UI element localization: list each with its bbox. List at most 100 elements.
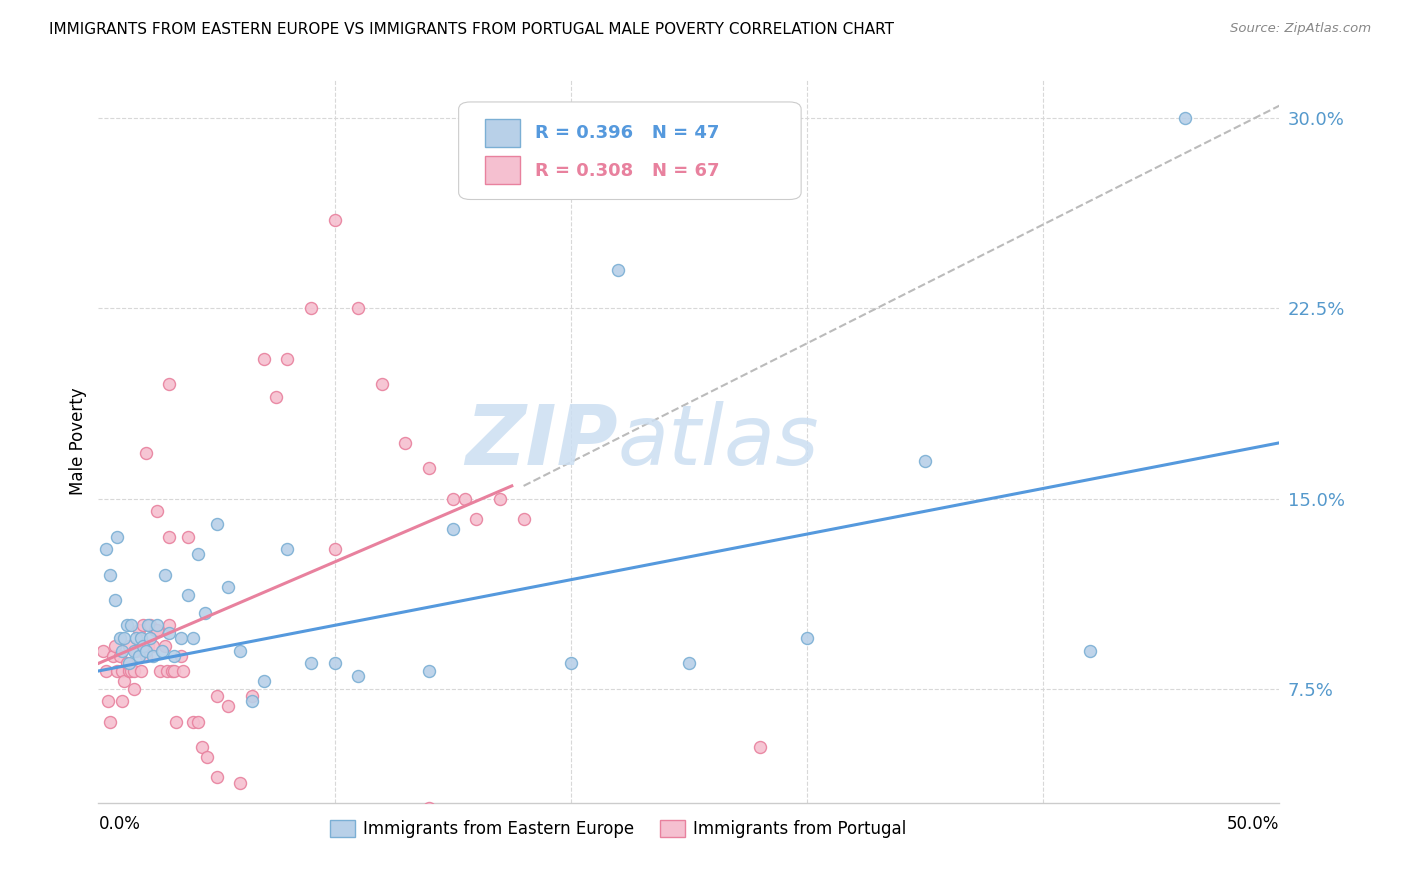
Point	[118, 657, 141, 671]
Point	[136, 618, 159, 632]
Point	[157, 377, 180, 392]
Point	[143, 624, 166, 638]
Point	[240, 694, 263, 708]
Point	[98, 714, 121, 729]
Point	[139, 631, 162, 645]
Point	[299, 301, 322, 316]
Point	[149, 664, 172, 678]
Point	[112, 631, 135, 645]
Point	[170, 631, 193, 645]
Point	[101, 648, 124, 663]
Text: 50.0%: 50.0%	[1227, 815, 1279, 833]
Point	[453, 491, 475, 506]
Text: R = 0.308   N = 67: R = 0.308 N = 67	[536, 161, 720, 179]
Point	[170, 648, 193, 663]
Text: atlas: atlas	[619, 401, 820, 482]
Point	[97, 694, 120, 708]
Point	[157, 626, 180, 640]
Point	[129, 664, 152, 678]
Point	[115, 618, 138, 632]
Text: 0.0%: 0.0%	[98, 815, 141, 833]
Point	[177, 530, 200, 544]
Point	[205, 690, 228, 704]
Point	[157, 618, 180, 632]
Legend: Immigrants from Eastern Europe, Immigrants from Portugal: Immigrants from Eastern Europe, Immigran…	[323, 814, 912, 845]
Point	[118, 664, 141, 678]
Point	[276, 542, 298, 557]
Point	[121, 664, 143, 678]
Point	[418, 664, 440, 678]
Point	[125, 631, 148, 645]
Point	[229, 643, 252, 657]
Point	[132, 618, 155, 632]
Point	[163, 648, 186, 663]
Y-axis label: Male Poverty: Male Poverty	[69, 388, 87, 495]
Point	[194, 606, 217, 620]
Point	[122, 681, 145, 696]
Point	[105, 664, 128, 678]
Point	[146, 504, 169, 518]
Point	[146, 624, 169, 638]
Point	[229, 775, 252, 789]
Point	[108, 631, 131, 645]
Point	[172, 664, 194, 678]
Point	[217, 580, 239, 594]
Point	[122, 664, 145, 678]
Point	[111, 694, 134, 708]
Point	[105, 530, 128, 544]
Point	[914, 453, 936, 467]
Text: ZIP: ZIP	[465, 401, 619, 482]
Point	[153, 567, 176, 582]
Point	[187, 714, 209, 729]
Point	[299, 657, 322, 671]
Point	[489, 491, 512, 506]
Point	[165, 714, 187, 729]
Point	[796, 631, 818, 645]
Point	[323, 657, 346, 671]
Point	[129, 631, 152, 645]
Point	[560, 657, 582, 671]
Point	[142, 648, 165, 663]
Point	[104, 593, 127, 607]
Point	[177, 588, 200, 602]
Point	[122, 643, 145, 657]
Point	[160, 664, 183, 678]
Point	[195, 750, 218, 764]
Point	[118, 639, 141, 653]
Point	[347, 301, 370, 316]
FancyBboxPatch shape	[458, 102, 801, 200]
Point	[678, 657, 700, 671]
Point	[323, 212, 346, 227]
Point	[181, 631, 204, 645]
Point	[115, 657, 138, 671]
Point	[150, 643, 173, 657]
Point	[394, 435, 416, 450]
Point	[191, 739, 214, 754]
Point	[217, 699, 239, 714]
Point	[135, 446, 157, 460]
Point	[418, 461, 440, 475]
Point	[104, 639, 127, 653]
Point	[181, 714, 204, 729]
Point	[94, 664, 117, 678]
Text: Source: ZipAtlas.com: Source: ZipAtlas.com	[1230, 22, 1371, 36]
Point	[465, 512, 488, 526]
Point	[156, 664, 179, 678]
Point	[276, 352, 298, 367]
Point	[205, 516, 228, 531]
Point	[125, 643, 148, 657]
Point	[512, 512, 534, 526]
Point	[253, 674, 276, 689]
Point	[128, 648, 150, 663]
Point	[98, 567, 121, 582]
Point	[1174, 112, 1197, 126]
Point	[157, 530, 180, 544]
Point	[347, 669, 370, 683]
Point	[121, 618, 143, 632]
Point	[205, 771, 228, 785]
Point	[153, 639, 176, 653]
Point	[142, 639, 165, 653]
Point	[418, 801, 440, 815]
Point	[132, 639, 155, 653]
FancyBboxPatch shape	[485, 156, 520, 184]
